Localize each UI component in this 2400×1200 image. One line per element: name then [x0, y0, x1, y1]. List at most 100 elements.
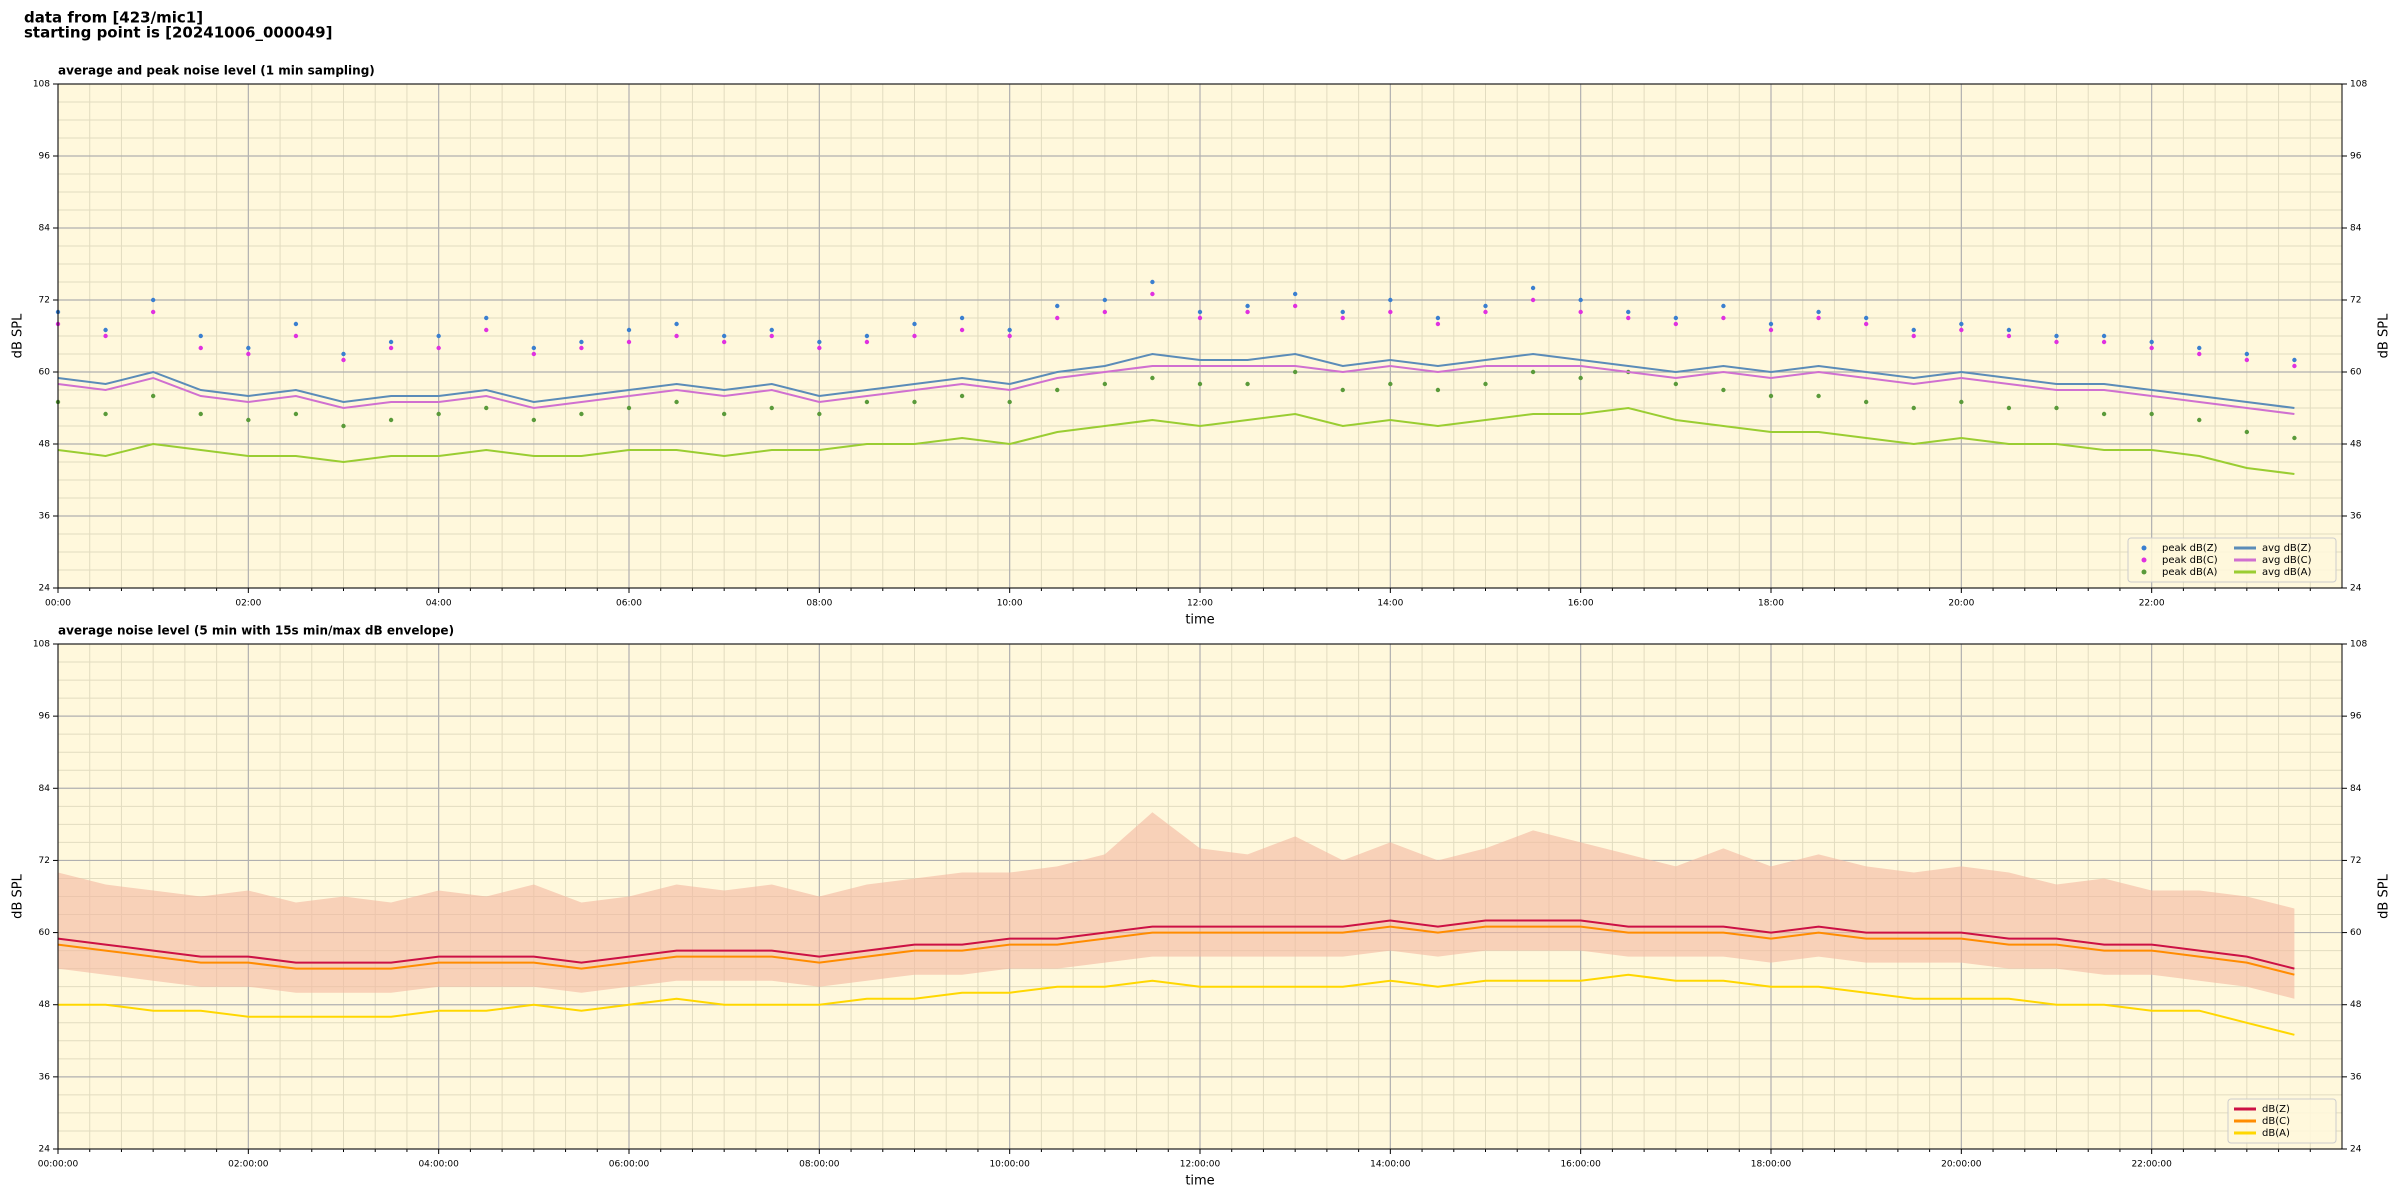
peak-point [2197, 351, 2202, 357]
legend-label: avg dB(C) [2262, 555, 2312, 566]
peak-point [2054, 405, 2059, 411]
subplot: 24 24 36 36 48 48 60 60 72 72 84 84 96 96 108 108 00:00 0… [11, 64, 2392, 628]
peak-point [103, 333, 108, 339]
y-tick-label: 48 [2350, 440, 2362, 450]
y-tick-label: 96 [2350, 712, 2362, 722]
peak-point [1578, 309, 1583, 315]
x-tick-label: 20:00:00 [1941, 1160, 1982, 1170]
peak-point [531, 345, 537, 351]
peak-point [1721, 303, 1726, 309]
peak-point [1245, 309, 1250, 315]
y-tick-label: 72 [2350, 296, 2361, 306]
y-tick-label: 24 [39, 584, 51, 594]
peak-point [2244, 351, 2250, 357]
series-line [57, 925, 2295, 976]
peak-point [1435, 387, 1441, 393]
peak-point [1863, 321, 1869, 327]
x-tick-label: 12:00 [1187, 599, 1213, 609]
y-tick-label: 72 [39, 856, 50, 866]
x-tick-label: 12:00:00 [1180, 1160, 1221, 1170]
y-tick-label: 36 [2350, 1072, 2362, 1082]
peak-point [1626, 315, 1631, 321]
y-tick-label: 24 [2350, 584, 2362, 594]
y-tick-label: 72 [39, 296, 50, 306]
peak-point [531, 417, 537, 423]
legend-label: peak dB(A) [2162, 567, 2218, 578]
peak-point [1245, 303, 1250, 309]
peak-point [1197, 381, 1203, 387]
peak-point [864, 333, 870, 339]
peak-point [1340, 315, 1345, 321]
peak-point [2054, 333, 2059, 339]
peak-point [103, 411, 108, 417]
legend-label: avg dB(A) [2262, 567, 2312, 578]
peak-point [1673, 321, 1679, 327]
peak-point [2054, 339, 2059, 345]
peak-point [1197, 309, 1203, 315]
y-tick-label: 108 [33, 640, 50, 650]
peak-point [246, 351, 251, 357]
y-tick-label: 60 [2350, 928, 2362, 938]
peak-point [150, 297, 156, 303]
y-tick-label: 72 [2350, 856, 2361, 866]
x-tick-label: 02:00 [235, 599, 261, 609]
peak-point [912, 321, 917, 327]
x-tick-label: 18:00 [1758, 599, 1784, 609]
y-tick-label: 24 [39, 1145, 51, 1155]
peak-point [2101, 411, 2107, 417]
peak-point [1911, 405, 1916, 411]
peak-point [484, 327, 489, 333]
peak-point [2149, 345, 2154, 351]
peak-point [1150, 279, 1155, 285]
peak-point [198, 411, 203, 417]
peak-point [1102, 297, 1108, 303]
peak-point [1530, 285, 1536, 291]
legend-label: peak dB(Z) [2162, 543, 2218, 554]
peak-point [2244, 357, 2250, 363]
peak-point [246, 417, 251, 423]
peak-point [1055, 315, 1060, 321]
peak-point [2292, 357, 2297, 363]
peak-point [2006, 327, 2012, 333]
y-tick-label: 84 [2350, 784, 2362, 794]
peak-point [1292, 291, 1298, 297]
y-tick-label: 24 [2350, 1145, 2362, 1155]
peak-point [293, 411, 299, 417]
peak-point [674, 321, 679, 327]
peak-point [1959, 327, 1964, 333]
peak-point [721, 411, 727, 417]
peak-point [626, 339, 632, 345]
subplot-title: average and peak noise level (1 min samp… [58, 64, 375, 78]
peak-point [1007, 327, 1012, 333]
y-tick-label: 60 [39, 368, 51, 378]
series-line [57, 406, 2295, 475]
peak-point [1578, 297, 1583, 303]
y-tick-label: 48 [39, 440, 51, 450]
peak-point [1388, 381, 1393, 387]
y-tick-label: 108 [2350, 80, 2367, 90]
peak-point [2101, 339, 2107, 345]
legend-marker [2141, 569, 2147, 575]
peak-point [1055, 387, 1060, 393]
x-tick-label: 00:00 [45, 599, 71, 609]
peak-point [1292, 303, 1298, 309]
peak-point [1673, 381, 1679, 387]
series-line [58, 973, 2295, 1036]
peak-point [1150, 375, 1155, 381]
peak-point [1626, 309, 1631, 315]
peak-point [1721, 387, 1726, 393]
peak-point [1483, 303, 1488, 309]
peak-point [198, 345, 203, 351]
peak-point [484, 315, 489, 321]
y-tick-label: 96 [39, 152, 51, 162]
peak-point [2006, 333, 2012, 339]
peak-point [1007, 399, 1012, 405]
peak-point [2197, 345, 2202, 351]
x-tick-label: 22:00 [2139, 599, 2165, 609]
y-tick-label: 36 [39, 512, 51, 522]
peak-point [1721, 315, 1726, 321]
y-tick-label: 96 [2350, 152, 2362, 162]
peak-point [150, 309, 156, 315]
